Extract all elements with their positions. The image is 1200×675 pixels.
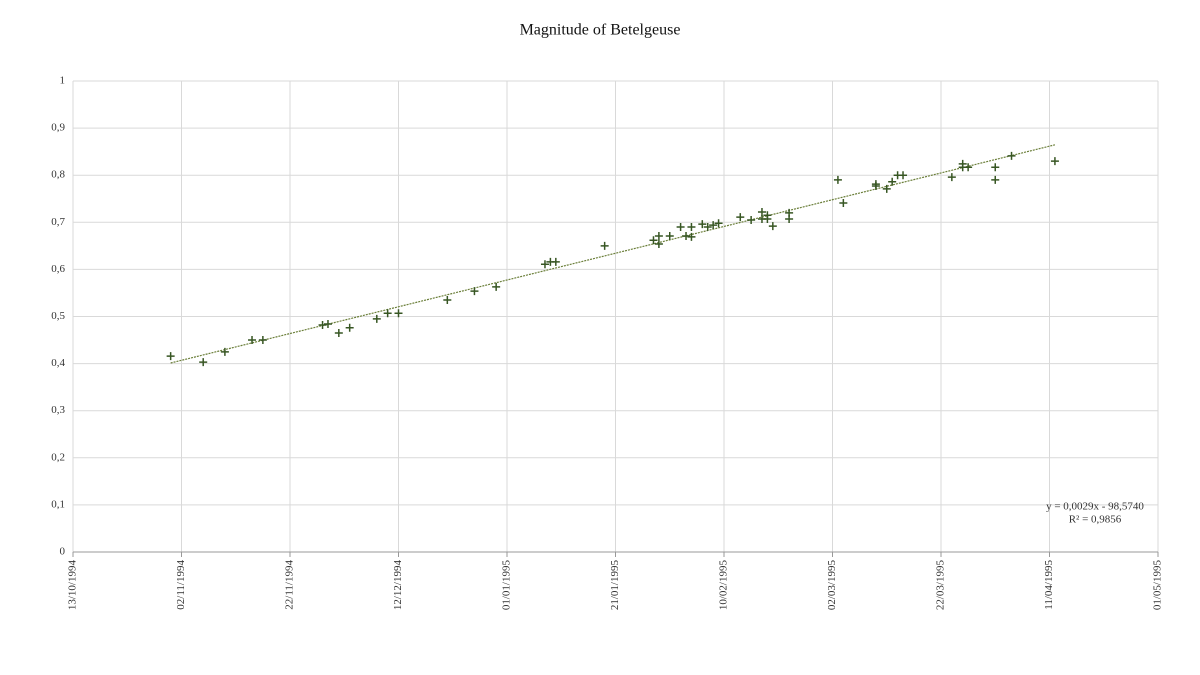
point	[199, 358, 208, 367]
y-tick-label: 0,8	[51, 169, 65, 181]
point	[947, 173, 956, 182]
point	[665, 231, 674, 240]
point	[698, 220, 707, 229]
point	[964, 163, 973, 172]
x-tick-label: 11/04/1995	[1043, 560, 1055, 610]
point	[747, 215, 756, 224]
point	[687, 223, 696, 232]
point	[551, 257, 560, 266]
point	[258, 336, 267, 345]
x-tick-label: 13/10/1994	[67, 560, 79, 611]
point	[871, 182, 880, 191]
point	[248, 336, 257, 345]
point	[600, 241, 609, 250]
point	[394, 309, 403, 318]
point	[768, 222, 777, 231]
point	[220, 347, 229, 356]
point	[470, 287, 479, 296]
point	[654, 239, 663, 248]
point	[833, 175, 842, 184]
x-tick-label: 12/12/1994	[392, 560, 404, 611]
y-tick-label: 0,2	[51, 451, 65, 463]
point	[991, 175, 1000, 184]
point	[736, 213, 745, 222]
y-tick-label: 0,6	[51, 263, 65, 275]
point	[649, 236, 658, 245]
point	[714, 219, 723, 228]
point	[882, 184, 891, 193]
point	[334, 328, 343, 337]
point	[166, 352, 175, 361]
point	[540, 260, 549, 269]
point	[682, 231, 691, 240]
x-tick-label: 01/05/1995	[1152, 560, 1164, 611]
x-tick-label: 10/02/1995	[718, 560, 730, 611]
point	[345, 323, 354, 332]
point	[443, 296, 452, 305]
point	[763, 215, 772, 224]
point	[785, 215, 794, 224]
point	[383, 309, 392, 318]
y-tick-label: 0,7	[51, 216, 65, 228]
point	[687, 232, 696, 241]
point	[323, 320, 332, 329]
y-tick-label: 0,1	[51, 498, 65, 510]
point	[676, 223, 685, 232]
point	[1050, 157, 1059, 166]
x-tick-label: 22/11/1994	[284, 560, 296, 610]
point	[492, 282, 501, 291]
point	[372, 314, 381, 323]
chart-title: Magnitude of Betelgeuse	[520, 22, 681, 39]
point	[318, 320, 327, 329]
point	[899, 171, 908, 180]
point	[839, 198, 848, 207]
point	[991, 163, 1000, 172]
annotation: R² = 0,9856	[1069, 514, 1122, 526]
y-tick-label: 0,5	[51, 310, 65, 322]
point	[654, 231, 663, 240]
trendline	[170, 144, 1056, 364]
point	[703, 223, 712, 232]
y-tick-label: 0,4	[51, 357, 65, 369]
x-tick-label: 02/11/1994	[175, 560, 187, 610]
point	[709, 221, 718, 230]
annotation: y = 0,0029x - 98,5740	[1046, 501, 1144, 513]
y-tick-label: 0,9	[51, 122, 65, 134]
point	[888, 177, 897, 186]
x-tick-label: 21/01/1995	[609, 560, 621, 611]
x-tick-label: 22/03/1995	[935, 560, 947, 611]
x-tick-label: 02/03/1995	[826, 560, 838, 611]
y-tick-label: 0,3	[51, 404, 65, 416]
point	[757, 207, 766, 216]
point	[1007, 151, 1016, 160]
x-tick-label: 01/01/1995	[501, 560, 513, 611]
y-tick-label: 1	[60, 75, 66, 87]
y-tick-label: 0	[60, 546, 66, 558]
